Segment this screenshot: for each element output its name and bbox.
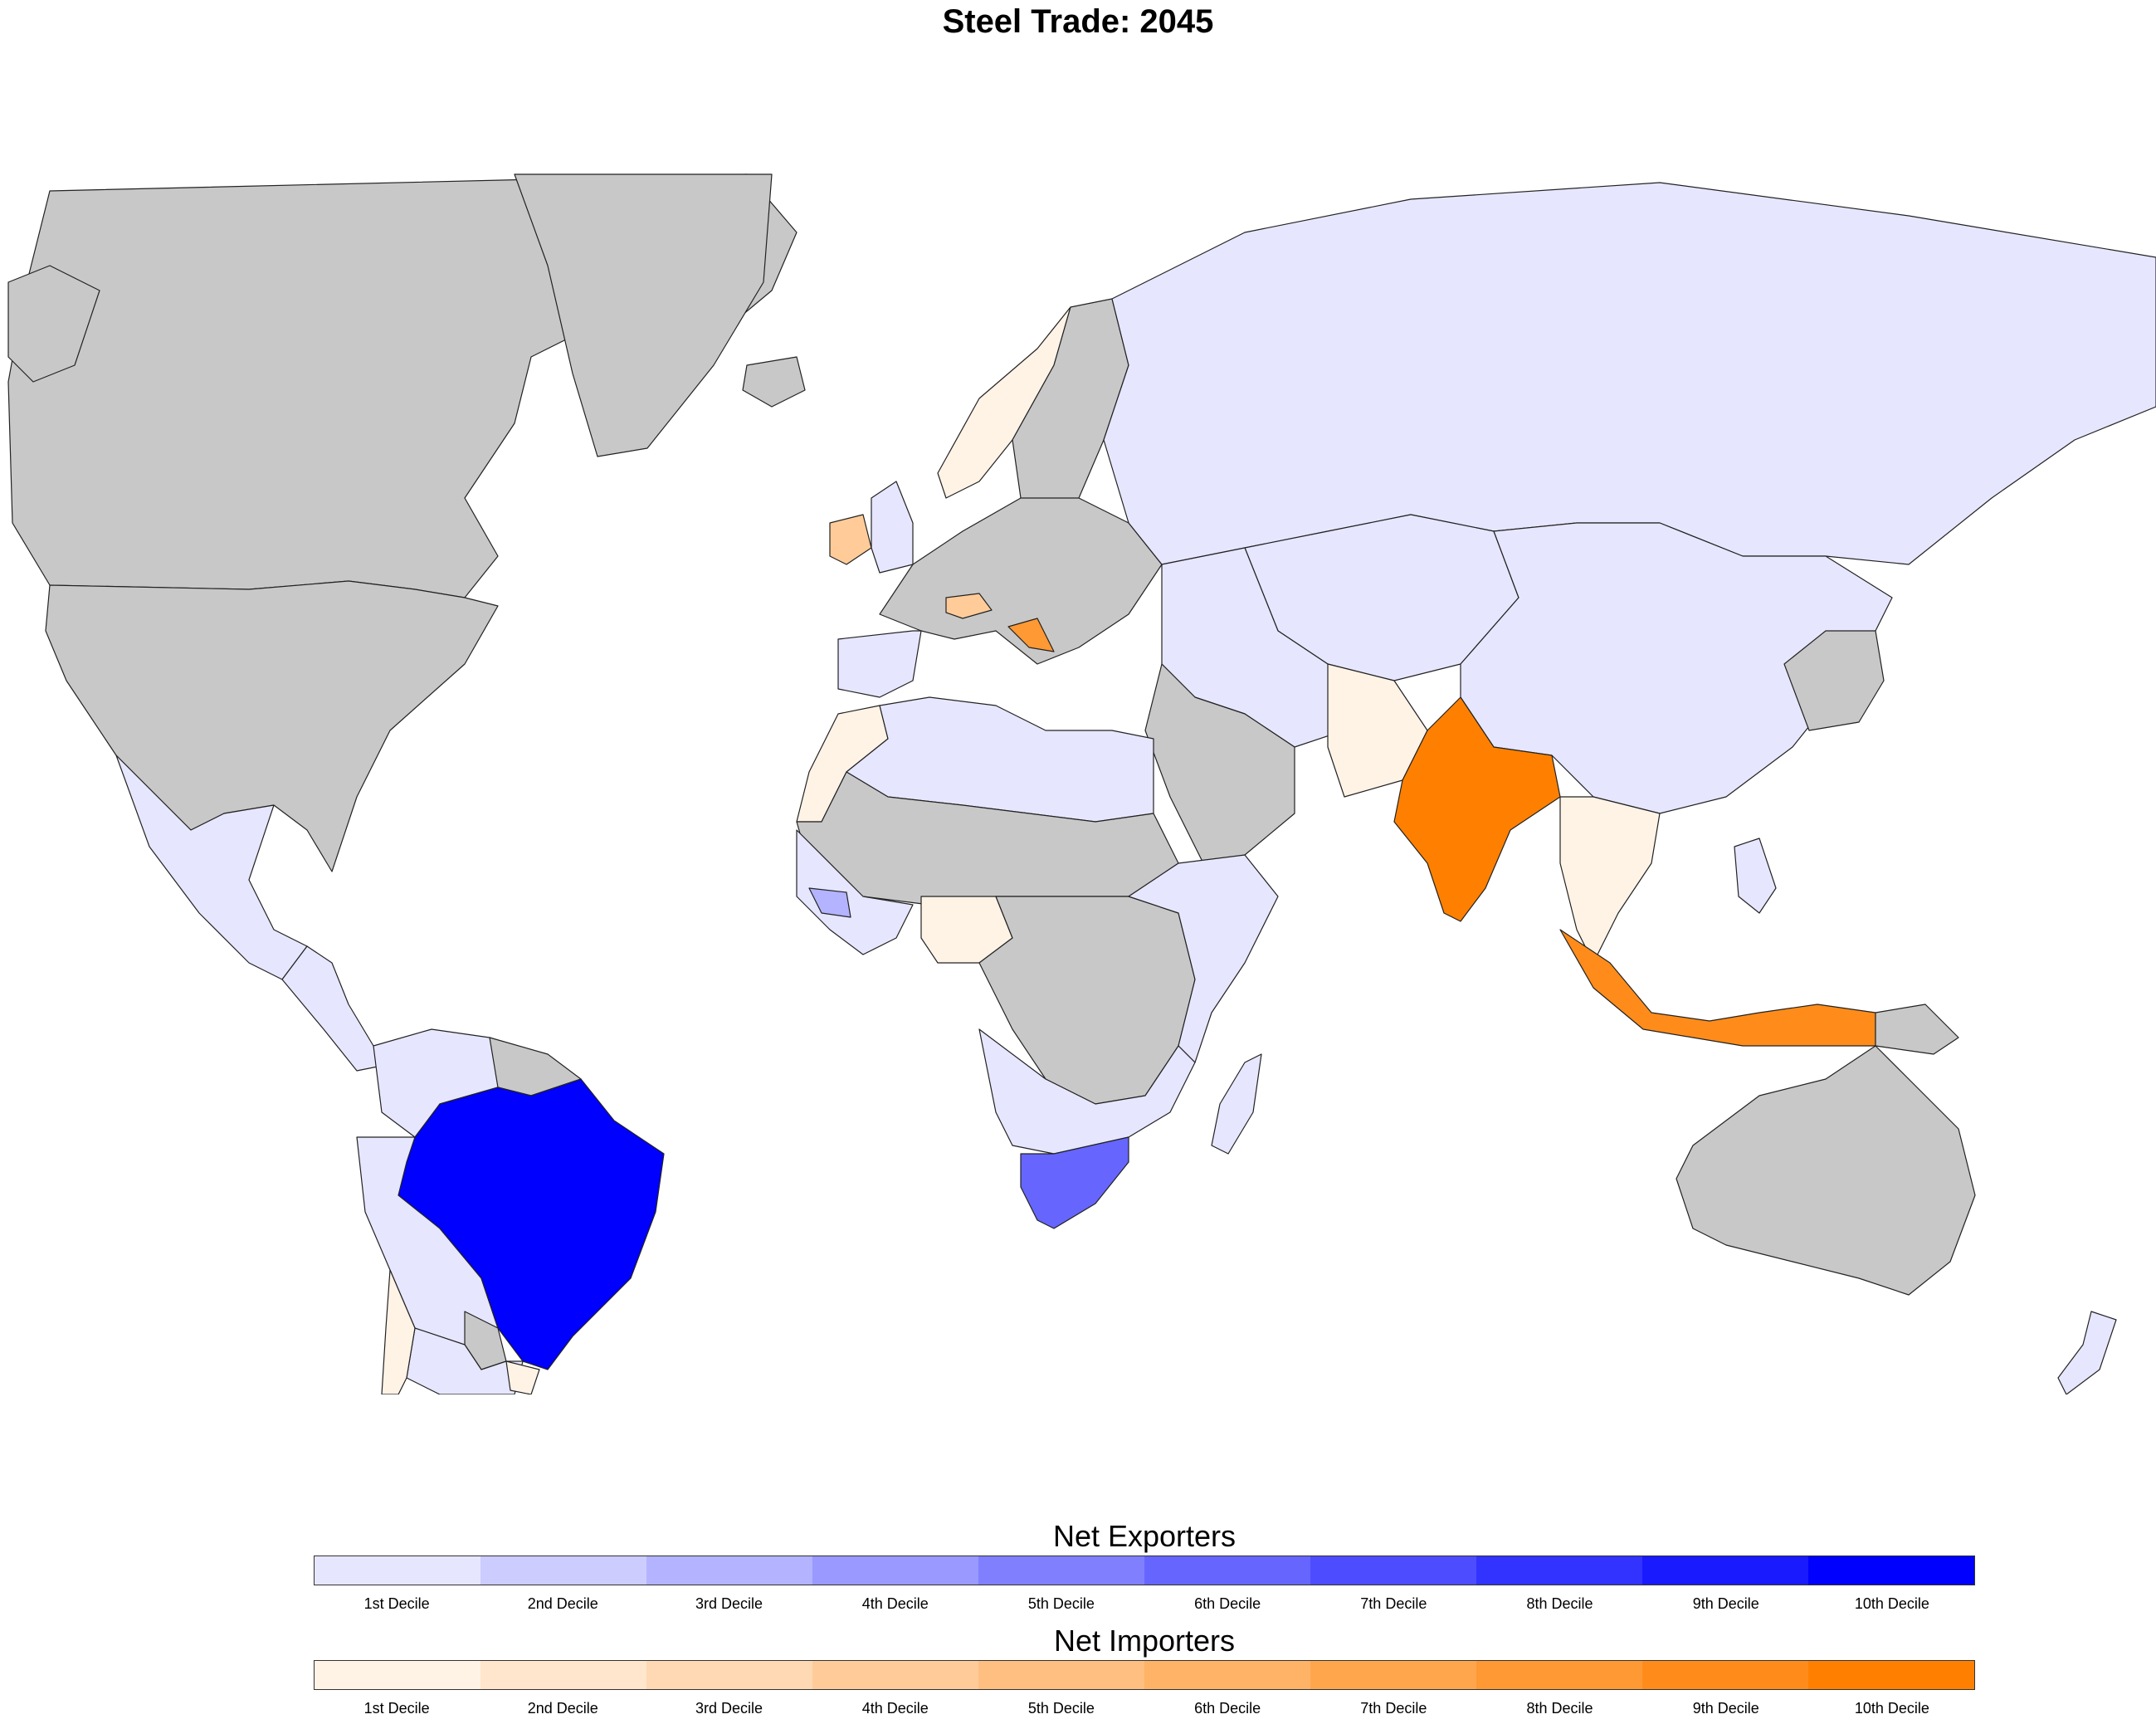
- region-greenland: [514, 173, 773, 457]
- region-united-kingdom: [871, 481, 914, 574]
- legend-exporters-label-10: 10th Decile: [1854, 1595, 1929, 1612]
- legend-importers-title: Net Importers: [1053, 1624, 1236, 1658]
- region-madagascar: [1211, 1053, 1262, 1155]
- region-mexico: [115, 755, 308, 980]
- legend-exporters-swatch-9: [1642, 1556, 1808, 1585]
- legend-exporters-swatch-8: [1476, 1556, 1642, 1585]
- legend-exporters-label-3: 3rd Decile: [695, 1595, 763, 1612]
- legend-exporters-label-9: 9th Decile: [1692, 1595, 1759, 1612]
- region-switzerland: [945, 593, 993, 619]
- region-east-africa: [1128, 854, 1279, 1063]
- legend-exporters-label-7: 7th Decile: [1360, 1595, 1427, 1612]
- region-japan-korea: [1783, 630, 1885, 731]
- legend-importers-label-9: 9th Decile: [1692, 1700, 1759, 1717]
- region-usa: [45, 580, 499, 872]
- legend-importers-label-8: 8th Decile: [1526, 1700, 1593, 1717]
- legend-importers-colorbar: [314, 1660, 1975, 1690]
- region-papua-new-guinea: [1875, 1004, 1959, 1055]
- region-guinea: [808, 887, 851, 918]
- legend-importers-label-7: 7th Decile: [1360, 1700, 1427, 1717]
- legend-importers-swatch-6: [1144, 1661, 1310, 1689]
- legend-importers-swatch-9: [1642, 1661, 1808, 1689]
- legend-importers-label-1: 1st Decile: [363, 1700, 430, 1717]
- region-new-zealand: [2057, 1311, 2117, 1394]
- region-alaska: [7, 265, 100, 383]
- region-west-africa: [796, 829, 914, 955]
- region-south-africa: [1020, 1136, 1129, 1229]
- legend-exporters-label-8: 8th Decile: [1526, 1595, 1593, 1612]
- region-sweden-finland: [1012, 298, 1129, 524]
- region-indonesia: [1559, 929, 1876, 1047]
- legend-importers-swatch-1: [315, 1661, 480, 1689]
- region-russia: [1103, 182, 2156, 565]
- region-uruguay: [505, 1360, 540, 1394]
- region-iberia: [837, 630, 922, 698]
- region-chile: [381, 1269, 416, 1394]
- legend-importers-swatch-7: [1310, 1661, 1476, 1689]
- region-iceland: [742, 356, 806, 408]
- region-argentina: [406, 1327, 524, 1394]
- legend-exporters-swatch-3: [646, 1556, 812, 1585]
- region-china: [1460, 522, 1893, 814]
- legend-importers-label-4: 4th Decile: [861, 1700, 929, 1717]
- region-southeast-asia-mainland: [1559, 796, 1661, 964]
- legend-importers-label-10: 10th Decile: [1854, 1700, 1929, 1717]
- legend-exporters-swatch-1: [315, 1556, 480, 1585]
- legend-exporters-swatch-7: [1310, 1556, 1476, 1585]
- legend-exporters-swatch-2: [480, 1556, 646, 1585]
- region-ireland: [829, 514, 872, 565]
- legend-exporters-swatch-6: [1144, 1556, 1310, 1585]
- region-brazil: [398, 1078, 665, 1370]
- legend-exporters-label-5: 5th Decile: [1027, 1595, 1095, 1612]
- region-croatia: [1007, 618, 1055, 652]
- region-india: [1393, 696, 1561, 922]
- legend-exporters-swatch-4: [812, 1556, 978, 1585]
- legend-importers-swatch-8: [1476, 1661, 1642, 1689]
- legend-importers-swatch-2: [480, 1661, 646, 1689]
- world-map: [7, 173, 2156, 1394]
- region-arabia: [1144, 663, 1295, 864]
- region-western-europe: [879, 497, 1163, 665]
- legend-importers-label-5: 5th Decile: [1027, 1700, 1095, 1717]
- legend-importers-swatch-5: [978, 1661, 1144, 1689]
- legend-exporters-label-4: 4th Decile: [861, 1595, 929, 1612]
- legend-exporters-colorbar: [314, 1556, 1975, 1585]
- legend-importers-labels: 1st Decile 2nd Decile 3rd Decile 4th Decile…: [314, 1700, 1975, 1717]
- legend-importers-swatch-4: [812, 1661, 978, 1689]
- map-title: Steel Trade: 2045: [942, 3, 1214, 40]
- legend-importers-label-2: 2nd Decile: [527, 1700, 598, 1717]
- legend-importers-label-6: 6th Decile: [1194, 1700, 1261, 1717]
- legend-exporters-label-1: 1st Decile: [363, 1595, 430, 1612]
- region-philippines: [1734, 838, 1777, 914]
- region-southern-africa: [978, 1028, 1196, 1155]
- legend-exporters-label-2: 2nd Decile: [527, 1595, 598, 1612]
- region-australia: [1676, 1045, 1976, 1296]
- legend-exporters-swatch-10: [1808, 1556, 1974, 1585]
- legend-exporters-swatch-5: [978, 1556, 1144, 1585]
- legend-importers-label-3: 3rd Decile: [695, 1700, 763, 1717]
- legend-importers-swatch-10: [1808, 1661, 1974, 1689]
- legend-importers-swatch-3: [646, 1661, 812, 1689]
- legend-exporters-title: Net Exporters: [1052, 1519, 1237, 1553]
- legend-exporters-label-6: 6th Decile: [1194, 1595, 1261, 1612]
- legend-exporters-labels: 1st Decile 2nd Decile 3rd Decile 4th Decile…: [314, 1595, 1975, 1613]
